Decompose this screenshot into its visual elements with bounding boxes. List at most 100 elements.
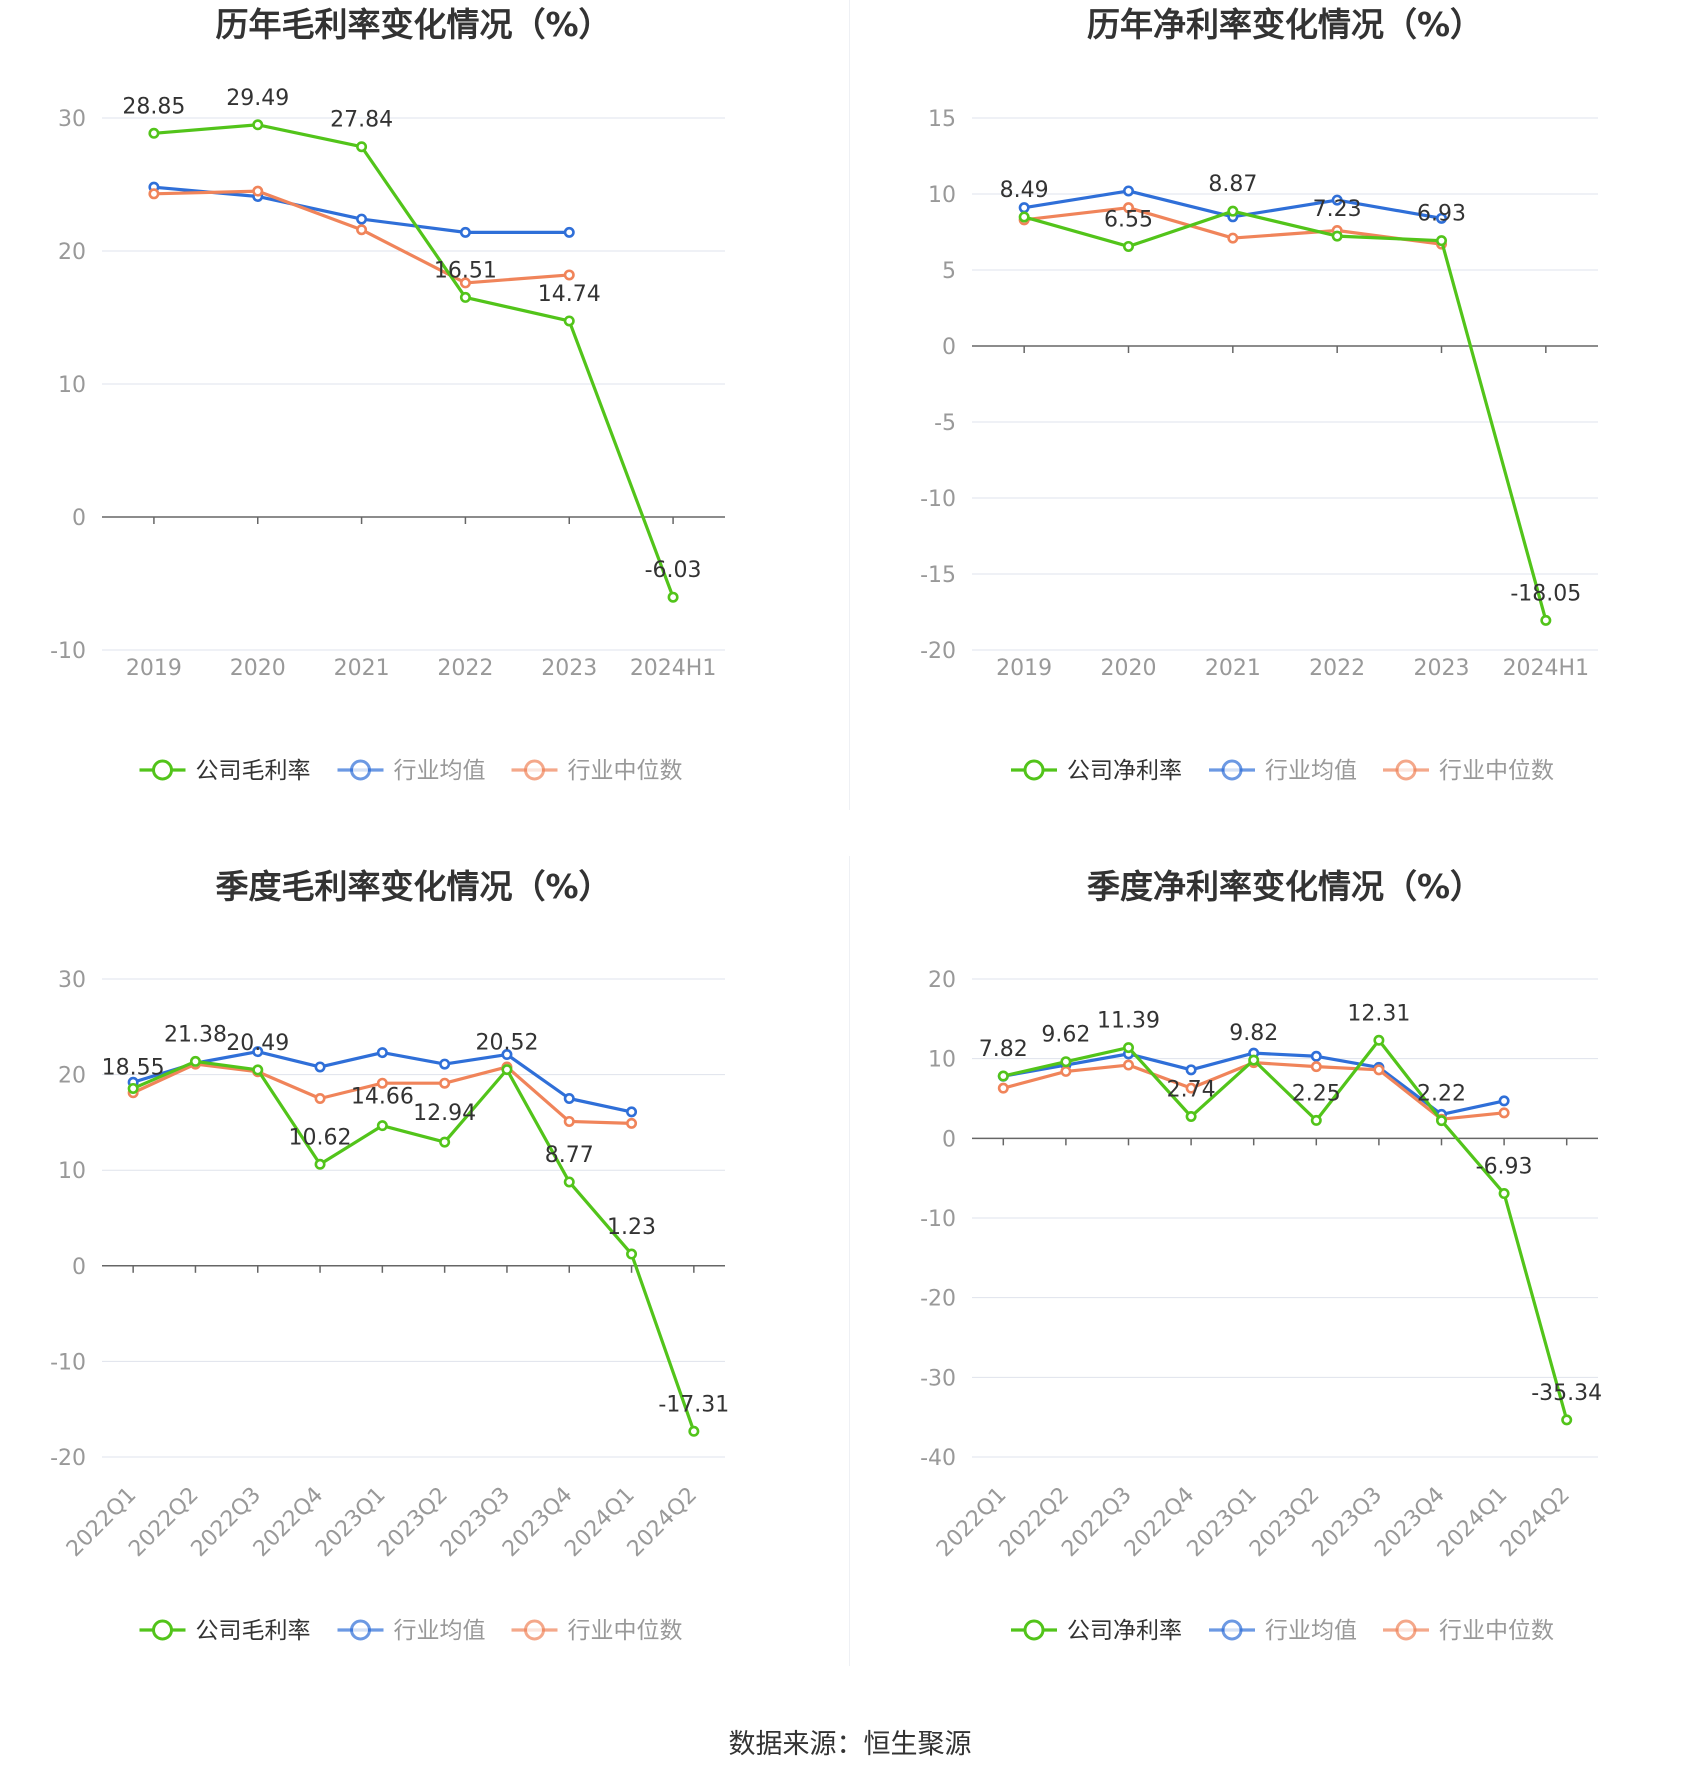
legend-marker <box>524 759 545 781</box>
data-point-industry_median <box>1498 1107 1510 1119</box>
data-point-company <box>997 1070 1009 1082</box>
legend-item[interactable]: 行业中位数 <box>511 758 683 784</box>
data-label: -17.31 <box>658 1392 729 1417</box>
data-label: 7.23 <box>1313 197 1362 222</box>
data-point-company <box>1122 240 1134 252</box>
data-label: 6.93 <box>1417 202 1466 227</box>
legend-item[interactable]: 行业均值 <box>1209 1618 1357 1644</box>
data-point-industry_avg <box>1185 1064 1197 1076</box>
x-tick-label: 2022 <box>1309 656 1365 681</box>
legend-item[interactable]: 行业中位数 <box>1383 758 1554 784</box>
legend-item[interactable]: 公司净利率 <box>1011 1618 1182 1644</box>
data-point-industry_avg <box>563 226 575 238</box>
legend-marker <box>1395 759 1417 781</box>
y-tick-label: 0 <box>942 1127 956 1152</box>
data-point-company <box>1561 1414 1573 1426</box>
y-tick-label: -10 <box>50 639 86 664</box>
data-point-industry_avg <box>563 1093 575 1105</box>
data-point-company <box>1331 230 1343 242</box>
data-label: 9.62 <box>1041 1023 1090 1048</box>
data-point-industry_avg <box>1122 185 1134 197</box>
data-point-company <box>667 591 679 603</box>
x-tick-label: 2022 <box>437 656 493 681</box>
chart-title: 历年毛利率变化情况（%） <box>215 5 611 44</box>
data-label: 27.84 <box>330 108 393 133</box>
data-point-industry_median <box>314 1093 326 1105</box>
data-label: 14.66 <box>351 1085 414 1110</box>
legend-item[interactable]: 行业中位数 <box>511 1618 683 1644</box>
legend-marker <box>350 1619 371 1641</box>
data-point-company <box>1310 1114 1322 1126</box>
y-tick-label: -10 <box>920 487 956 512</box>
legend-label: 行业中位数 <box>1439 758 1554 784</box>
annual-gross-margin-chart: 历年毛利率变化情况（%） -10 0 10 20 30 2019 2020 2021 2022 20… <box>50 5 725 784</box>
y-tick-label: 15 <box>928 107 956 132</box>
legend-label: 行业中位数 <box>568 1618 683 1644</box>
data-point-industry_median <box>439 1077 451 1089</box>
data-label: 8.87 <box>1208 172 1257 197</box>
data-point-industry_avg <box>314 1061 326 1073</box>
quarterly-net-margin-chart: 季度净利率变化情况（%）-40-30-20-10010202022Q12022Q… <box>920 867 1602 1644</box>
x-tick-label: 2023 <box>1414 656 1470 681</box>
data-point-industry_median <box>1227 232 1239 244</box>
x-tick-label: 2021 <box>334 656 390 681</box>
data-point-industry_avg <box>376 1047 388 1059</box>
data-point-company <box>459 291 471 303</box>
data-label: 16.51 <box>434 258 497 283</box>
y-tick-label: 20 <box>928 968 956 993</box>
data-point-company <box>1540 614 1552 626</box>
x-tick-label: 2019 <box>996 656 1052 681</box>
data-point-industry_median <box>356 224 368 236</box>
data-point-industry_avg <box>252 1046 264 1058</box>
series-line-company <box>132 1059 696 1432</box>
legend-item[interactable]: 行业均值 <box>1209 758 1357 784</box>
legend-item[interactable]: 行业均值 <box>337 1618 486 1644</box>
x-tick-label: 2024Q2 <box>1496 1483 1575 1562</box>
data-label: 14.74 <box>538 282 601 307</box>
data-point-industry_median <box>1310 1061 1322 1073</box>
data-label: 8.77 <box>545 1143 594 1168</box>
y-tick-label: 0 <box>72 1255 86 1280</box>
y-tick-label: 30 <box>58 107 86 132</box>
legend-item[interactable]: 行业中位数 <box>1383 1618 1554 1644</box>
data-label: 2.25 <box>1292 1081 1341 1106</box>
legend-label: 行业中位数 <box>568 758 683 784</box>
data-label: 1.23 <box>607 1215 656 1240</box>
x-tick-label: 2023 <box>541 656 597 681</box>
legend-label: 行业均值 <box>394 1618 486 1644</box>
data-point-company <box>252 119 264 131</box>
x-tick-label: 2024Q2 <box>623 1483 702 1562</box>
data-label: 12.94 <box>413 1101 476 1126</box>
legend-marker <box>1395 1619 1417 1641</box>
data-point-industry_avg <box>1498 1095 1510 1107</box>
data-point-company <box>1227 205 1239 217</box>
legend-marker <box>524 1619 545 1641</box>
data-point-industry_median <box>252 185 264 197</box>
x-tick-label: 2019 <box>126 656 182 681</box>
data-point-company <box>1435 235 1447 247</box>
data-point-company <box>189 1055 201 1067</box>
y-tick-label: 10 <box>928 183 956 208</box>
data-label: 2.22 <box>1417 1082 1466 1107</box>
series-line-industry_median <box>153 189 570 285</box>
legend-marker <box>152 759 173 781</box>
data-point-industry_median <box>563 269 575 281</box>
y-tick-label: 20 <box>58 240 86 265</box>
legend-item[interactable]: 公司毛利率 <box>139 1618 311 1644</box>
legend-marker <box>1023 1619 1045 1641</box>
data-point-industry_median <box>626 1117 638 1129</box>
legend-label: 行业中位数 <box>1439 1618 1554 1644</box>
legend-marker <box>350 759 371 781</box>
y-tick-label: -20 <box>920 1287 956 1312</box>
data-label: -6.93 <box>1476 1155 1533 1180</box>
legend-item[interactable]: 公司毛利率 <box>139 758 311 784</box>
legend-label: 行业均值 <box>394 758 486 784</box>
data-point-company <box>626 1248 638 1260</box>
legend-label: 公司毛利率 <box>196 758 311 784</box>
legend-item[interactable]: 行业均值 <box>337 758 486 784</box>
data-point-company <box>148 127 160 139</box>
x-tick-label: 2024H1 <box>630 656 717 681</box>
data-label: 9.82 <box>1229 1021 1278 1046</box>
data-point-company <box>563 1176 575 1188</box>
legend-item[interactable]: 公司净利率 <box>1011 758 1182 784</box>
